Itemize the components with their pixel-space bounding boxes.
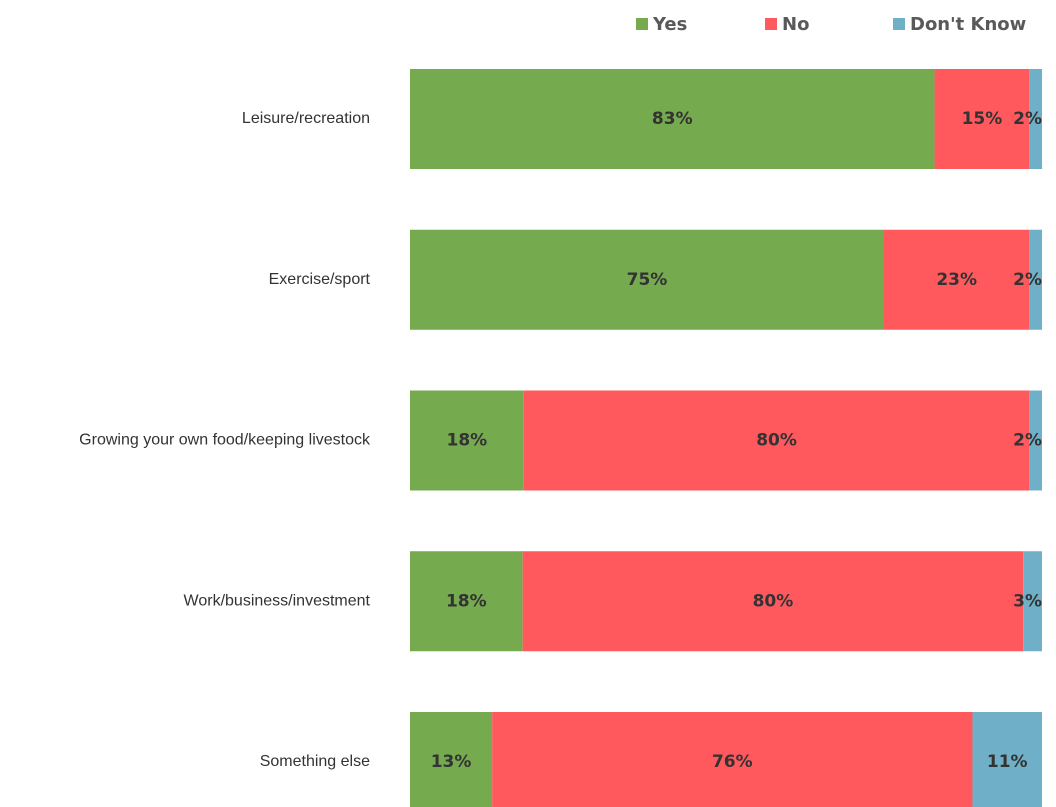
bar-segment: [1029, 390, 1042, 491]
legend-label: No: [782, 14, 809, 35]
value-label: 15%: [962, 109, 1003, 129]
value-label: 75%: [627, 270, 668, 290]
bar-segment: [522, 551, 1024, 652]
value-label: 13%: [431, 752, 472, 772]
bar-segment: [523, 390, 1030, 491]
bar-segment: [410, 229, 884, 330]
category-label: Something else: [260, 753, 370, 770]
value-label: 11%: [987, 752, 1028, 772]
value-label: 2%: [1013, 109, 1042, 129]
bar-segment: [884, 229, 1030, 330]
category-label: Growing your own food/keeping livestock: [79, 432, 371, 449]
bar-segment: [410, 712, 493, 807]
value-label: 2%: [1013, 270, 1042, 290]
value-label: 3%: [1013, 591, 1042, 611]
bar-segment: [492, 712, 973, 807]
value-label: 76%: [712, 752, 753, 772]
bar-segment: [1029, 69, 1042, 169]
category-label: Exercise/sport: [269, 271, 371, 288]
category-label: Work/business/investment: [184, 592, 371, 609]
value-label: 80%: [756, 431, 797, 451]
legend-label: Yes: [652, 14, 687, 35]
value-label: 80%: [753, 591, 794, 611]
value-label: 2%: [1013, 431, 1042, 451]
legend-label: Don't Know: [910, 14, 1026, 35]
bar-segment: [410, 69, 935, 169]
value-label: 18%: [446, 591, 487, 611]
bar-segment: [410, 390, 524, 491]
bar-segment: [1023, 551, 1042, 652]
legend-swatch: [636, 18, 648, 30]
value-label: 18%: [447, 431, 488, 451]
legend-swatch: [893, 18, 905, 30]
bar-segment: [934, 69, 1030, 169]
bar-segment: [972, 712, 1042, 807]
value-label: 23%: [936, 270, 977, 290]
legend-swatch: [765, 18, 777, 30]
value-label: 83%: [652, 109, 693, 129]
category-label: Leisure/recreation: [242, 110, 370, 127]
bar-segment: [1029, 229, 1042, 330]
bar-segment: [410, 551, 523, 652]
